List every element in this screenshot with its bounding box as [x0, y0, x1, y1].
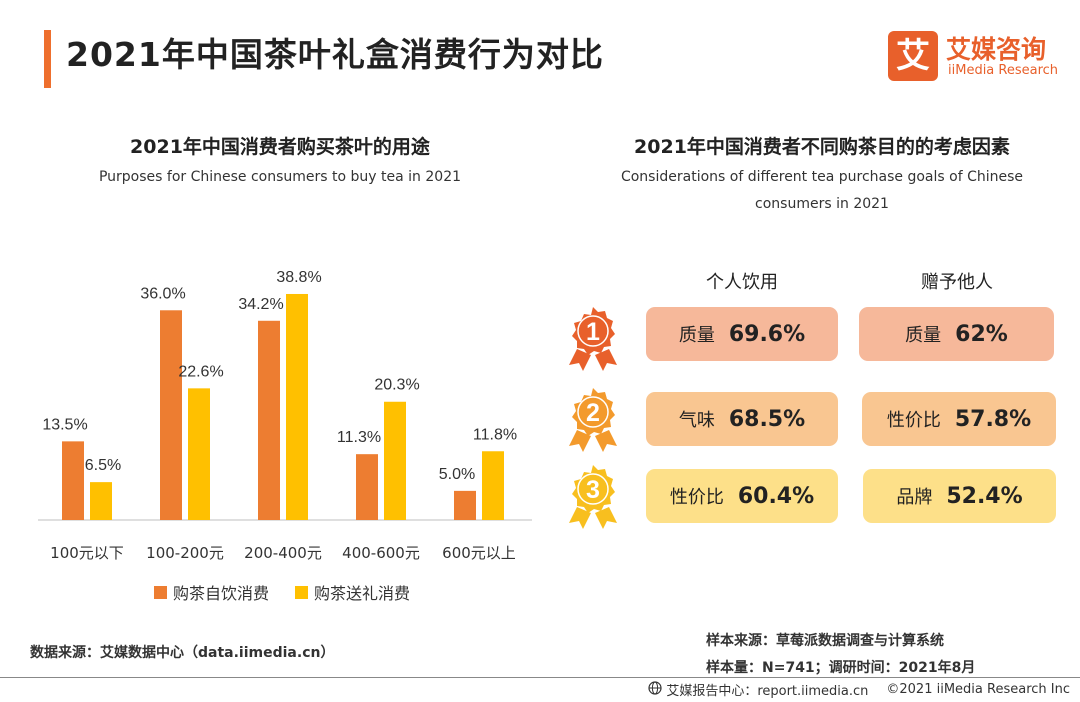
column-head-gift: 赠予他人 — [921, 272, 993, 293]
bar-gift-1 — [188, 388, 210, 520]
right-panel-subtitle-line1: Considerations of different tea purchase… — [620, 169, 1024, 185]
rank-2-personal-pill: 气味 68.5% — [646, 392, 838, 446]
rank-1-number: 1 — [586, 318, 600, 346]
bar-self-2 — [258, 320, 280, 520]
bar-chart: 13.5% 6.5% 100元以下 36.0% 22.6% 100-200元 34.2% 38… — [38, 269, 532, 562]
logo-cn-text: 艾媒咨询 — [946, 35, 1047, 64]
footer: 艾媒报告中心：report.iimedia.cn ©2021 iiMedia R… — [648, 680, 1070, 699]
footer-divider — [0, 677, 1080, 678]
bar-gift-0 — [90, 482, 112, 520]
legend-item-self: 购茶自饮消费 — [154, 580, 269, 604]
legend-swatch-self — [154, 585, 167, 599]
x-tick-label-4: 600元以上 — [442, 544, 516, 562]
bar-gift-4 — [482, 451, 504, 520]
x-tick-label-0: 100元以下 — [50, 544, 124, 562]
title-accent-bar — [44, 30, 51, 88]
logo-mark: 艾 — [888, 31, 938, 81]
data-label-self-2: 34.2% — [238, 296, 283, 313]
data-label-self-3: 11.3% — [337, 429, 381, 446]
bar-self-0 — [62, 441, 84, 520]
bar-gift-3 — [384, 401, 406, 520]
bar-self-3 — [356, 454, 378, 520]
rank-3-personal-label: 性价比 — [669, 487, 724, 508]
chart-legend: 购茶自饮消费 购茶送礼消费 — [154, 580, 410, 604]
bar-self-1 — [160, 310, 182, 520]
data-label-gift-3: 20.3% — [374, 377, 419, 394]
data-label-gift-4: 11.8% — [473, 426, 517, 443]
data-label-self-0: 13.5% — [42, 416, 87, 433]
column-head-personal: 个人饮用 — [706, 272, 778, 293]
right-panel-title: 2021年中国消费者不同购茶目的的考虑因素 — [634, 136, 1010, 158]
rank-2-personal-value: 68.5% — [728, 406, 806, 432]
legend-label-self: 购茶自饮消费 — [173, 584, 270, 603]
page-title: 2021年中国茶叶礼盒消费行为对比 — [66, 35, 604, 74]
bar-self-4 — [454, 490, 476, 520]
sample-source: 样本来源：草莓派数据调查与计算系统 — [706, 633, 944, 649]
right-panel-subtitle-line2: consumers in 2021 — [755, 196, 889, 212]
x-tick-label-2: 200-400元 — [244, 544, 322, 562]
rank-2-medal-icon: 2 — [569, 388, 617, 452]
data-label-self-4: 5.0% — [439, 466, 475, 483]
data-source-left: 数据来源：艾媒数据中心（data.iimedia.cn） — [30, 645, 335, 661]
rank-1-gift-value: 62% — [955, 321, 1008, 347]
x-tick-label-3: 400-600元 — [342, 544, 420, 562]
rank-2-gift-value: 57.8% — [954, 406, 1032, 432]
rank-2-personal-label: 气味 — [678, 410, 715, 431]
sample-size: 样本量：N=741；调研时间：2021年8月 — [706, 660, 976, 676]
data-label-gift-0: 6.5% — [85, 457, 121, 474]
iimedia-logo: 艾 艾媒咨询 iiMedia Research — [888, 30, 1068, 86]
left-chart-title: 2021年中国消费者购买茶叶的用途 — [130, 136, 430, 158]
bar-gift-2 — [286, 293, 308, 520]
globe-icon — [648, 680, 662, 699]
rank-3-gift-label: 品牌 — [896, 487, 933, 508]
x-tick-label-1: 100-200元 — [146, 544, 224, 562]
rank-2-number: 2 — [586, 399, 600, 427]
report-center-link[interactable]: 艾媒报告中心：report.iimedia.cn — [666, 684, 869, 699]
rank-1-personal-label: 质量 — [678, 325, 715, 346]
data-label-gift-1: 22.6% — [178, 363, 223, 380]
rank-1-medal-icon: 1 — [569, 307, 617, 371]
rank-1-personal-pill: 质量 69.6% — [646, 307, 838, 361]
legend-swatch-gift — [295, 585, 309, 599]
left-chart-subtitle: Purposes for Chinese consumers to buy te… — [98, 169, 462, 185]
rank-3-personal-value: 60.4% — [737, 483, 815, 509]
legend-item-gift: 购茶送礼消费 — [295, 580, 410, 604]
rank-3-gift-value: 52.4% — [946, 483, 1023, 509]
rank-1-gift-pill: 质量 62% — [859, 307, 1054, 361]
data-label-self-1: 36.0% — [140, 285, 185, 302]
rank-1-personal-value: 69.6% — [728, 321, 806, 347]
data-label-gift-2: 38.8% — [276, 269, 321, 286]
rank-3-medal-icon: 3 — [569, 465, 617, 529]
legend-label-gift: 购茶送礼消费 — [314, 584, 411, 603]
copyright: ©2021 iiMedia Research Inc — [886, 682, 1070, 697]
rank-1-gift-label: 质量 — [905, 325, 942, 346]
right-panel-subtitle: Considerations of different tea purchase… — [600, 164, 1044, 218]
rank-2-gift-label: 性价比 — [886, 410, 941, 431]
rank-2-gift-pill: 性价比 57.8% — [862, 392, 1056, 446]
logo-en-text: iiMedia Research — [948, 63, 1059, 78]
rank-3-personal-pill: 性价比 60.4% — [646, 469, 838, 523]
rank-3-gift-pill: 品牌 52.4% — [863, 469, 1056, 523]
rank-3-number: 3 — [586, 476, 600, 504]
